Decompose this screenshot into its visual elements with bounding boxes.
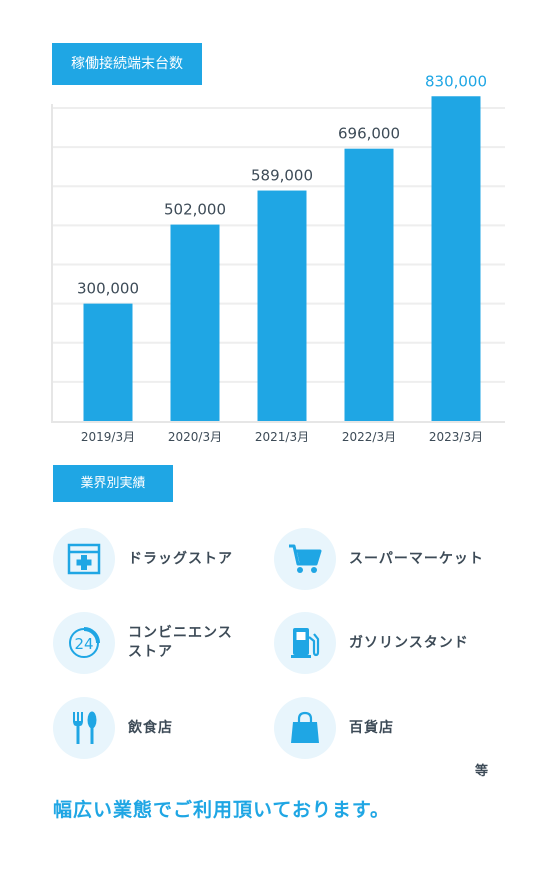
data-label-0: 300,000 [77, 280, 139, 298]
x-tick-label-2: 2021/3月 [255, 430, 309, 444]
tagline: 幅広い業態でご利用頂いております。 [53, 799, 390, 821]
x-tick-label-0: 2019/3月 [81, 430, 135, 444]
data-label-4: 830,000 [425, 72, 487, 90]
industry-item-convenience-store: 24 コンビニエンス ストア [53, 612, 233, 674]
industry-item-department-store: 百貨店 [274, 697, 394, 759]
x-tick-label-1: 2020/3月 [168, 430, 222, 444]
bar-0 [83, 303, 133, 421]
industry-label: コンビニエンス ストア [128, 625, 233, 660]
x-tick-label-3: 2022/3月 [342, 430, 396, 444]
industry-item-drugstore: ドラッグストア [53, 528, 233, 590]
industry-label: スーパーマーケット [349, 550, 484, 567]
bar-2 [257, 190, 307, 421]
bar-1 [170, 224, 220, 421]
industry-label: 飲食店 [128, 719, 173, 736]
industry-item-gas-station: ガソリンスタンド [274, 612, 469, 674]
shopping-cart-icon [274, 528, 336, 590]
data-label-3: 696,000 [338, 125, 400, 143]
restaurant-icon [53, 697, 115, 759]
svg-text:24: 24 [74, 635, 93, 653]
etc-note: 等 [475, 764, 489, 779]
data-label-1: 502,000 [164, 201, 226, 219]
industry-section-title: 業界別実績 [53, 465, 173, 502]
industry-item-supermarket: スーパーマーケット [274, 528, 484, 590]
data-label-2: 589,000 [251, 167, 313, 185]
chart-title: 稼働接続端末台数 [52, 43, 202, 85]
industry-label: 百貨店 [349, 719, 394, 736]
shopping-bag-icon [274, 697, 336, 759]
pharmacy-icon [53, 528, 115, 590]
convenience-store-24-icon: 24 [53, 612, 115, 674]
bar-3 [344, 148, 394, 421]
bar-4 [431, 96, 481, 421]
industry-item-restaurant: 飲食店 [53, 697, 173, 759]
bar-chart: 300,000 2019/3月 502,000 2020/3月 589,000 2021/… [51, 72, 505, 444]
gas-station-icon [274, 612, 336, 674]
x-tick-label-4: 2023/3月 [429, 430, 483, 444]
industry-label: ガソリンスタンド [349, 634, 469, 651]
industry-label: ドラッグストア [128, 550, 233, 567]
